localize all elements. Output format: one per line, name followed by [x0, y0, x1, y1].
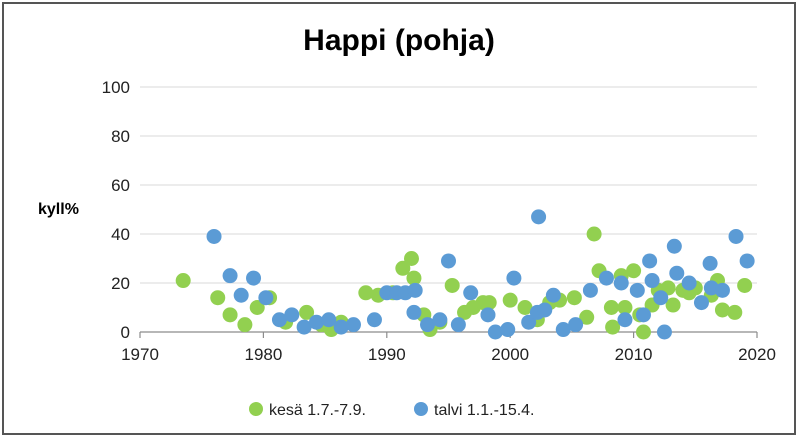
data-point-winter	[656, 324, 672, 340]
data-point-winter	[629, 282, 645, 298]
data-point-winter	[366, 312, 382, 328]
data-point-winter	[653, 290, 669, 306]
data-points	[175, 209, 755, 340]
y-tick-label: 20	[111, 274, 130, 293]
data-point-winter	[233, 287, 249, 303]
data-point-winter	[506, 270, 522, 286]
data-point-winter	[613, 275, 629, 291]
data-point-summer	[586, 226, 602, 242]
data-point-winter	[450, 317, 466, 333]
data-point-winter	[568, 317, 584, 333]
data-point-winter	[669, 265, 685, 281]
data-point-winter	[420, 317, 436, 333]
data-point-summer	[249, 300, 265, 315]
y-tick-label: 80	[111, 127, 130, 146]
y-tick-label: 60	[111, 176, 130, 195]
legend-marker-winter	[414, 402, 428, 416]
data-point-summer	[603, 300, 619, 315]
data-point-summer	[517, 300, 533, 315]
data-point-winter	[714, 282, 730, 298]
tick-labels: 0 20 40 60 80 100 1970 1980 1990 2000 2010 2020	[102, 78, 776, 364]
data-point-winter	[246, 270, 262, 286]
data-point-winter	[406, 304, 422, 320]
data-point-winter	[480, 307, 496, 323]
data-point-summer	[222, 307, 238, 323]
data-point-winter	[284, 307, 300, 323]
x-tick-label: 1980	[244, 345, 282, 364]
data-point-summer	[358, 285, 374, 301]
y-tick-label: 0	[121, 323, 130, 342]
y-tick-label: 40	[111, 225, 130, 244]
data-point-summer	[727, 304, 743, 320]
data-point-summer	[210, 290, 226, 306]
data-point-winter	[500, 322, 516, 338]
data-point-winter	[739, 253, 755, 269]
y-axis-label: kyll%	[38, 201, 79, 218]
data-point-winter	[432, 312, 448, 328]
data-point-winter	[702, 255, 718, 271]
data-point-summer	[635, 324, 651, 340]
data-point-summer	[237, 317, 253, 333]
x-tick-label: 1970	[121, 345, 159, 364]
data-point-winter	[598, 270, 614, 286]
data-point-winter	[531, 209, 547, 225]
legend-label-summer: kesä 1.7.-7.9.	[269, 402, 366, 419]
data-point-winter	[333, 319, 349, 335]
data-point-winter	[206, 228, 222, 244]
data-point-winter	[728, 228, 744, 244]
data-point-winter	[407, 282, 423, 298]
data-point-summer	[566, 290, 582, 306]
data-point-summer	[737, 277, 753, 293]
chart-frame	[2, 2, 796, 435]
data-point-summer	[605, 319, 621, 335]
data-point-summer	[175, 273, 191, 289]
data-point-winter	[271, 312, 287, 328]
x-tick-label: 2000	[491, 345, 529, 364]
chart-title: Happi (pohja)	[303, 24, 495, 57]
data-point-summer	[617, 300, 633, 315]
data-point-summer	[626, 263, 642, 279]
data-point-winter	[258, 290, 274, 306]
data-point-winter	[487, 324, 503, 340]
data-point-winter	[521, 314, 537, 330]
data-point-winter	[296, 319, 312, 335]
data-point-summer	[395, 260, 411, 276]
data-point-winter	[537, 302, 553, 318]
data-point-winter	[222, 268, 238, 284]
data-point-summer	[579, 309, 595, 325]
data-point-summer	[714, 302, 730, 318]
x-tick-label: 2020	[738, 345, 776, 364]
data-point-winter	[463, 285, 479, 301]
data-point-winter	[635, 307, 651, 323]
legend-marker-summer	[249, 402, 263, 416]
x-tick-label: 2010	[615, 345, 653, 364]
data-point-summer	[502, 292, 518, 308]
data-point-summer	[299, 304, 315, 320]
data-point-winter	[441, 253, 456, 269]
data-point-summer	[665, 297, 681, 313]
data-point-summer	[406, 270, 422, 286]
data-point-winter	[681, 275, 697, 291]
legend: kesä 1.7.-7.9. talvi 1.1.-15.4.	[249, 402, 535, 419]
data-point-winter	[666, 238, 682, 254]
y-tick-label: 100	[102, 78, 130, 97]
legend-label-winter: talvi 1.1.-15.4.	[434, 402, 535, 419]
data-point-winter	[555, 322, 571, 338]
data-point-winter	[308, 314, 324, 330]
data-point-winter	[321, 312, 337, 328]
data-point-winter	[582, 282, 598, 298]
data-point-winter	[617, 312, 633, 328]
x-tick-label: 1990	[368, 345, 406, 364]
data-point-winter	[693, 295, 709, 311]
data-point-winter	[642, 253, 658, 269]
data-point-summer	[403, 251, 419, 266]
data-point-summer	[481, 295, 497, 311]
data-point-winter	[545, 287, 561, 303]
data-point-winter	[644, 273, 660, 289]
data-point-winter	[345, 317, 361, 333]
data-point-summer	[444, 277, 460, 293]
